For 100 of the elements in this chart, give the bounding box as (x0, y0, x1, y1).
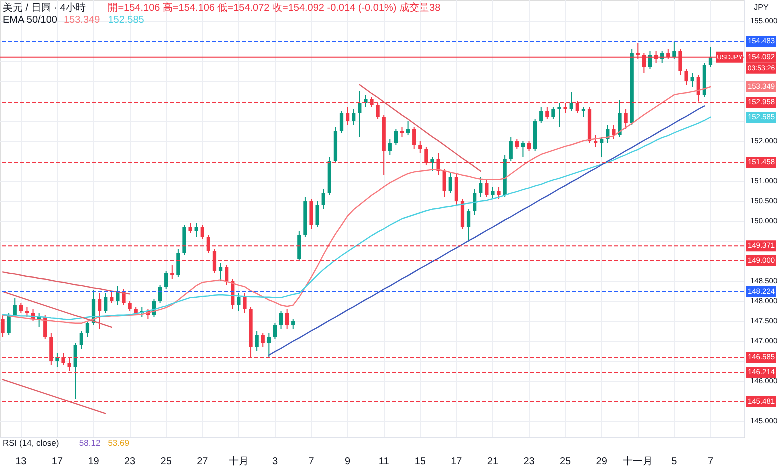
candlestick (672, 41, 676, 60)
candlestick (176, 248, 180, 278)
candlestick (454, 172, 458, 206)
x-tick-label: 23 (524, 456, 536, 468)
annotation: EMA 50/100 (3, 15, 58, 26)
candlestick (546, 106, 550, 120)
candlestick (116, 286, 120, 306)
x-tick-label: 17 (52, 456, 64, 468)
candlestick (497, 186, 501, 200)
x-tick-label: 5 (672, 456, 678, 468)
candlestick (194, 222, 198, 238)
candlestick (243, 292, 247, 314)
x-tick-label: 27 (197, 456, 209, 468)
x-tick-label: 25 (160, 456, 172, 468)
x-tick-label: 21 (487, 456, 499, 468)
candlestick (485, 178, 489, 198)
candlestick (188, 222, 192, 234)
candlestick (466, 208, 471, 242)
candlestick (582, 106, 586, 118)
line-series (268, 106, 706, 356)
candlestick (273, 322, 278, 340)
candlestick (364, 94, 368, 108)
candlestick (448, 172, 452, 194)
x-tick-label: 25 (560, 456, 572, 468)
candlestick (527, 140, 532, 152)
candlestick (442, 168, 446, 198)
x-tick-label: 7 (308, 456, 315, 468)
candlestick (1, 314, 5, 338)
candlestick (430, 156, 434, 172)
candlestick (322, 188, 326, 210)
candlestick (158, 284, 162, 304)
candlestick (340, 110, 344, 134)
line-series (359, 84, 482, 172)
x-tick-label: 11 (378, 456, 390, 468)
candlestick (558, 102, 562, 128)
candlestick (164, 270, 168, 290)
annotation: 152.585 (108, 15, 145, 26)
candlestick (564, 102, 568, 114)
x-tick-label: 15 (414, 456, 426, 468)
x-tick-label: 19 (88, 456, 100, 468)
candlestick (406, 120, 410, 136)
candlestick (225, 264, 229, 286)
candlestick (200, 224, 204, 240)
x-tick-label: 3 (272, 456, 278, 468)
candlestick (237, 292, 241, 312)
annotation: 開=154.106 高=154.106 低=154.072 收=154.092 -0.014 (-0.01%) 成交量38 (108, 2, 442, 14)
candlestick (540, 106, 544, 124)
candlestick (74, 342, 78, 400)
x-tick-label: 13 (16, 456, 28, 468)
x-tick-label: 23 (124, 456, 136, 468)
candlestick (600, 136, 604, 158)
candlestick (346, 106, 350, 126)
candlestick (521, 140, 526, 158)
candlestick (110, 290, 114, 304)
candlestick (491, 186, 495, 200)
candlestick (570, 92, 574, 112)
candlestick (358, 90, 362, 138)
text: 58.12 (79, 438, 101, 448)
line-series (2, 291, 112, 328)
candlestick (418, 140, 422, 154)
chart-title: 美元 / 日圓 · 4小時 (3, 2, 86, 14)
candlestick (594, 134, 598, 148)
candlestick (473, 188, 477, 216)
x-tick-label: 十一月 (623, 456, 654, 468)
candlestick (128, 300, 132, 312)
candlestick (310, 198, 314, 230)
candlestick (612, 124, 616, 140)
candlestick (394, 128, 398, 146)
candlestick (19, 302, 23, 314)
candlestick (618, 100, 622, 138)
x-tick-label: 9 (345, 456, 352, 468)
candlestick (104, 292, 108, 314)
candlestick (412, 126, 416, 150)
candlestick (298, 230, 302, 262)
x-tick-label: 29 (596, 456, 608, 468)
candlestick (255, 330, 259, 352)
candlestick (218, 262, 223, 282)
candlestick (400, 126, 404, 138)
candlestick (624, 108, 628, 130)
candlestick (684, 68, 688, 86)
line-series (2, 379, 106, 414)
candlestick (80, 330, 84, 350)
candlestick (261, 332, 265, 348)
candlestick (86, 320, 90, 338)
candlestick (279, 310, 284, 330)
candlestick (170, 264, 174, 280)
text: RSI (14, close) (3, 438, 60, 448)
text: 53.69 (108, 438, 130, 448)
candlestick (552, 106, 556, 120)
candlestick (479, 176, 483, 198)
annotation: 153.349 (64, 15, 101, 26)
x-tick-label: 十月 (228, 456, 249, 468)
candlestick (316, 200, 320, 228)
candlestick (352, 108, 356, 126)
candlestick (515, 138, 519, 150)
x-tick-label: 7 (708, 456, 714, 468)
candlestick (690, 72, 694, 88)
y-axis-title: JPY (754, 3, 770, 12)
candlestick (509, 136, 513, 162)
x-tick-label: 17 (451, 456, 463, 468)
